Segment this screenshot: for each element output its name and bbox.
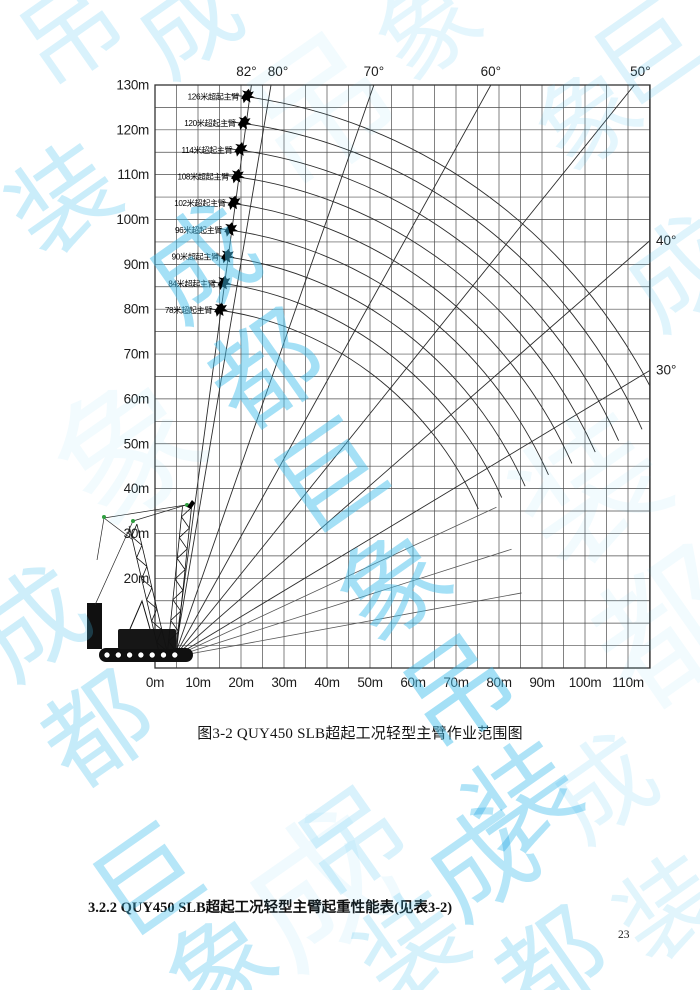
x-tick-label: 0m bbox=[146, 675, 164, 690]
angle-label: 82° bbox=[236, 64, 256, 79]
boom-length-label: 90米超起主臂 bbox=[172, 252, 219, 262]
boom-length-label: 102米超起主臂 bbox=[174, 198, 226, 208]
boom-length-label: 108米超起主臂 bbox=[178, 172, 230, 182]
y-tick-label: 100m bbox=[116, 212, 149, 227]
y-tick-label: 110m bbox=[117, 167, 149, 182]
angle-label: 40° bbox=[656, 233, 676, 248]
angle-label: 60° bbox=[481, 64, 501, 79]
crane-illustration bbox=[87, 500, 195, 662]
boom-head-icon bbox=[241, 88, 255, 104]
watermark-character: 装 bbox=[335, 869, 490, 990]
watermark-character: 都 bbox=[475, 889, 630, 990]
boom-head-icon bbox=[237, 115, 252, 130]
x-tick-label: 110m bbox=[612, 675, 644, 690]
x-tick-label: 40m bbox=[314, 675, 339, 690]
boom-length-label: 126米超起主臂 bbox=[188, 92, 240, 102]
x-tick-label: 90m bbox=[529, 675, 554, 690]
x-tick-label: 70m bbox=[443, 675, 468, 690]
boom-length-label: 84米超起主臂 bbox=[168, 278, 215, 288]
plot-border bbox=[154, 84, 651, 669]
y-tick-label: 120m bbox=[116, 122, 149, 137]
watermark-character: 吊 bbox=[275, 764, 430, 921]
y-tick-label: 70m bbox=[124, 347, 149, 362]
boom-length-marks: 126米超起主臂 120米超起主臂 114米超起主臂 108米超起主臂 102米超起主臂… bbox=[165, 88, 255, 317]
section-heading: 3.2.2 QUY450 SLB超起工况轻型主臂起重性能表(见表3-2) bbox=[88, 900, 453, 916]
angle-and-arc-lines bbox=[173, 85, 650, 658]
axis-tick-labels: 82° 80° 70° 60° 50° 40° 30° 0m 10m 20m 30m 40m 50m 60… bbox=[116, 64, 676, 690]
watermark-character: 巨 bbox=[71, 804, 226, 961]
angle-label: 50° bbox=[630, 64, 650, 79]
y-tick-label: 80m bbox=[124, 302, 149, 317]
x-tick-label: 10m bbox=[185, 675, 210, 690]
x-tick-label: 20m bbox=[228, 675, 253, 690]
grid-lines bbox=[154, 84, 650, 669]
x-tick-label: 60m bbox=[400, 675, 425, 690]
x-tick-label: 100m bbox=[569, 675, 602, 690]
watermark-character: 装 bbox=[445, 720, 603, 881]
y-tick-label: 130m bbox=[116, 77, 149, 92]
y-tick-label: 50m bbox=[124, 436, 149, 451]
y-tick-label: 90m bbox=[124, 257, 149, 272]
boom-head-icon bbox=[230, 168, 245, 184]
x-tick-label: 80m bbox=[486, 675, 511, 690]
y-tick-label: 60m bbox=[124, 391, 149, 406]
y-tick-label: 20m bbox=[124, 571, 149, 586]
page-number: 23 bbox=[618, 929, 630, 941]
working-range-chart: 126米超起主臂 120米超起主臂 114米超起主臂 108米超起主臂 102米超起主臂… bbox=[87, 64, 676, 690]
y-tick-label: 40m bbox=[124, 481, 149, 496]
x-tick-label: 30m bbox=[271, 675, 296, 690]
watermark-character: 成 bbox=[216, 784, 428, 990]
watermark-character: 装 bbox=[596, 835, 700, 984]
x-tick-label: 50m bbox=[357, 675, 382, 690]
angle-label: 70° bbox=[364, 64, 384, 79]
boom-length-label: 114米超起主臂 bbox=[182, 145, 233, 155]
figure-caption: 图3-2 QUY450 SLB超起工况轻型主臂作业范围图 bbox=[197, 726, 523, 742]
boom-length-label: 120米超起主臂 bbox=[184, 118, 236, 128]
angle-label: 30° bbox=[656, 363, 676, 378]
boom-length-label: 78米超起主臂 bbox=[165, 305, 212, 315]
angle-label: 80° bbox=[268, 64, 288, 79]
boom-length-label: 96米超起主臂 bbox=[175, 225, 222, 235]
